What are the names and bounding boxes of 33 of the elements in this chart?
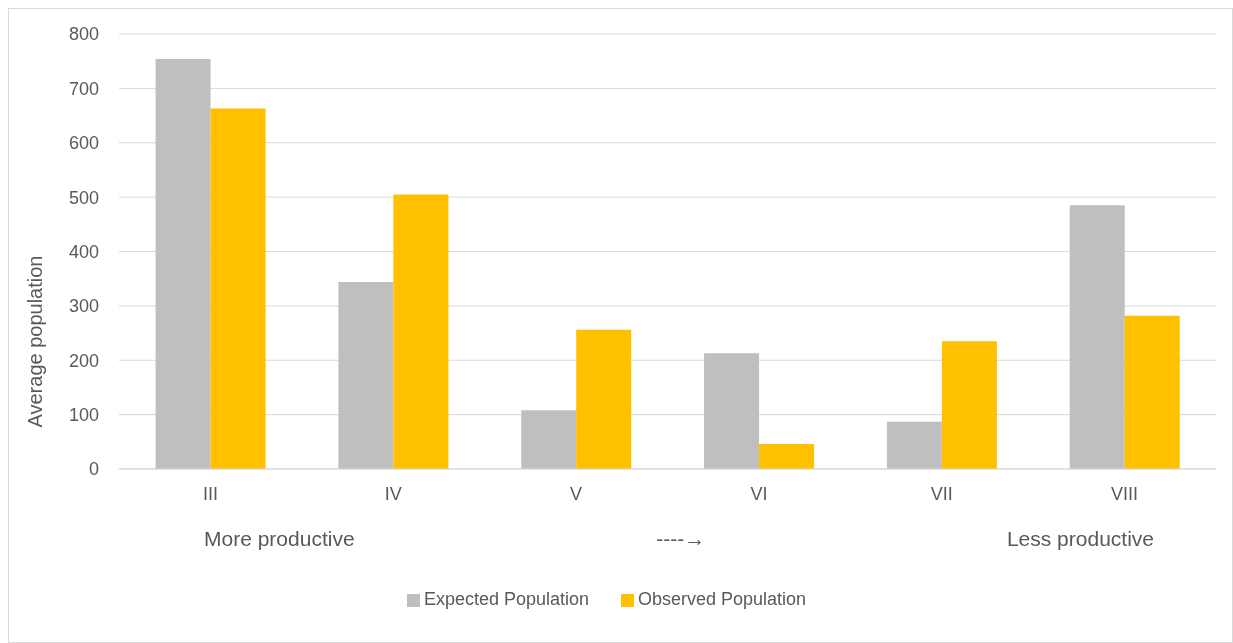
y-tick-label: 0 <box>88 459 99 480</box>
y-tick-label: 400 <box>68 241 99 262</box>
text: More productive <box>204 527 355 551</box>
bar <box>759 443 815 469</box>
y-tick-label: 100 <box>68 405 99 426</box>
bar <box>576 329 632 469</box>
y-tick-label: 500 <box>68 187 99 208</box>
bar <box>1124 315 1180 469</box>
y-tick-label: 600 <box>68 133 99 154</box>
y-tick-label: 200 <box>68 350 99 371</box>
text: Less productive <box>1006 527 1154 551</box>
y-axis-title: Average population <box>24 255 47 428</box>
bar <box>338 281 394 469</box>
bar <box>521 410 577 469</box>
bar <box>393 194 449 469</box>
bar <box>155 59 211 469</box>
x-tick-label: V <box>570 483 583 504</box>
legend-label: Observed Population <box>638 589 807 609</box>
bar <box>886 421 942 469</box>
x-tick-label: VI <box>750 483 768 504</box>
y-tick-label: 300 <box>68 296 99 317</box>
bar <box>704 353 760 469</box>
y-tick-label: 800 <box>68 24 99 45</box>
legend-label: Expected Population <box>423 589 589 609</box>
text: ----→ <box>656 527 706 551</box>
bar <box>210 108 266 469</box>
x-tick-label: IV <box>384 483 402 504</box>
bar <box>1069 205 1125 469</box>
y-tick-label: 700 <box>68 78 99 99</box>
x-tick-label: III <box>202 483 218 504</box>
bar <box>941 341 997 469</box>
x-tick-label: VIII <box>1111 483 1139 504</box>
x-tick-label: VII <box>930 483 953 504</box>
